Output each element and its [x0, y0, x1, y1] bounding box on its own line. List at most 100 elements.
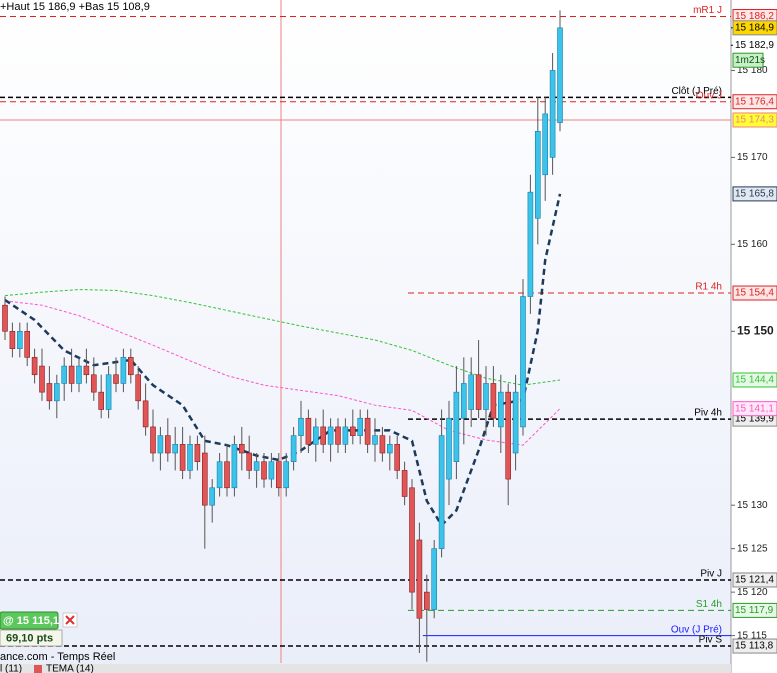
value-label: 15 154,4 [735, 288, 774, 299]
candle-body [268, 461, 275, 480]
candle-body [150, 426, 156, 454]
candle-body [305, 417, 312, 445]
candle-body [9, 330, 16, 349]
level-name: S1 4h [696, 599, 722, 610]
candle-body [113, 374, 119, 384]
candle-body [298, 417, 304, 436]
value-box [732, 112, 777, 128]
level-name: Clôt (J Pré) [671, 86, 722, 97]
value-box [732, 572, 777, 588]
candle-body [39, 365, 45, 393]
countdown: 1m21s [735, 55, 765, 66]
candle-body [468, 374, 475, 410]
candle-body [209, 487, 215, 506]
header-text: +Haut 15 186,9 +Bas 15 108,9 [0, 1, 150, 13]
level-name: Piv 4h [694, 408, 722, 419]
candle-body [335, 426, 341, 445]
value-label: 15 176,4 [735, 96, 774, 107]
order-price-box [0, 611, 59, 630]
candle-body [534, 130, 541, 219]
candle-body [91, 374, 97, 393]
value-label: 15 144,4 [735, 375, 774, 386]
value-label: 15 165,8 [735, 189, 774, 200]
value-label: 15 121,4 [735, 575, 774, 586]
candle-body [423, 591, 430, 610]
candle-body [490, 383, 497, 419]
candle-body [312, 426, 319, 445]
level-name: Ouv J [696, 90, 722, 101]
candle-body [261, 461, 267, 480]
value-label: 15 182,9 [735, 40, 774, 51]
candle-body [431, 548, 438, 610]
candle-body [409, 487, 415, 593]
level-name: Piv J [700, 569, 722, 580]
value-label: 15 139,9 [735, 414, 774, 425]
value-box [732, 401, 777, 417]
footer-bar [0, 664, 731, 673]
candle-body [253, 461, 260, 471]
value-box [732, 186, 777, 202]
candle-body [512, 391, 519, 454]
candle-body [61, 365, 68, 384]
y-tick-label: 15 130 [737, 500, 768, 511]
candle-body [224, 461, 230, 489]
candle-body [379, 435, 386, 454]
candle-body [497, 391, 504, 428]
candle-body [327, 426, 334, 445]
candle-body [53, 383, 60, 402]
candle-body [246, 452, 252, 471]
candle-body [438, 435, 445, 549]
countdown-box [732, 52, 764, 68]
value-box [732, 602, 777, 618]
candle-body [231, 444, 238, 489]
candle-body [386, 444, 393, 454]
y-tick-label: 15 160 [737, 239, 768, 250]
candle-body [505, 391, 512, 480]
candle-body [216, 461, 223, 489]
candle-body [202, 452, 208, 506]
candle-body [135, 374, 141, 402]
candle-body [46, 383, 53, 402]
candle-body [342, 426, 349, 445]
candle-body [76, 365, 82, 384]
candle-body [68, 365, 75, 384]
y-axis: 15 180 15 170 15 160 15 150 15 130 15 125 15 1… [731, 9, 777, 654]
candle-body [31, 357, 38, 376]
level-name: Piv S [699, 635, 723, 646]
y-tick-label: 15 150 [737, 323, 774, 337]
candle-body [179, 444, 186, 471]
candle-body [446, 417, 452, 480]
order-panel: @ 15 115,1 69,10 pts ance.com - Temps Ré… [0, 611, 115, 663]
candle-body [24, 330, 31, 358]
value-label: 15 113,8 [735, 641, 774, 652]
value-label: 15 141,1 [735, 403, 774, 414]
y-tick-label: 15 180 [737, 65, 768, 76]
candle-body [542, 113, 549, 176]
candle-body [187, 444, 193, 471]
candle-body [290, 435, 297, 463]
candle-body [527, 191, 534, 297]
value-box [732, 94, 777, 110]
value-label: 15 184,9 [735, 22, 774, 33]
candle-body [483, 383, 489, 410]
close-icon[interactable] [65, 615, 75, 625]
levels: mR1 J Clôt (J Pré)Ouv J R1 4h Piv 4h Piv J S1… [0, 5, 731, 647]
candle-body [401, 470, 408, 497]
candle-body [120, 357, 127, 384]
value-label: 15 117,9 [735, 605, 774, 616]
candle-body [142, 400, 149, 428]
tema-swatch [34, 665, 42, 673]
candle-body [194, 444, 201, 463]
footer-tema: TEMA (14) [46, 664, 94, 673]
candle-body [349, 426, 356, 436]
candle-body [453, 391, 460, 463]
footer-left: l (11) [0, 664, 22, 673]
points-box [0, 629, 63, 647]
plot-background [0, 0, 731, 673]
y-tick-label: 15 170 [737, 152, 768, 163]
candle-body [357, 417, 364, 436]
candle-body [157, 435, 164, 454]
candle-body [475, 374, 482, 410]
candle-body [460, 383, 467, 419]
value-label: 15 174,3 [735, 115, 774, 126]
